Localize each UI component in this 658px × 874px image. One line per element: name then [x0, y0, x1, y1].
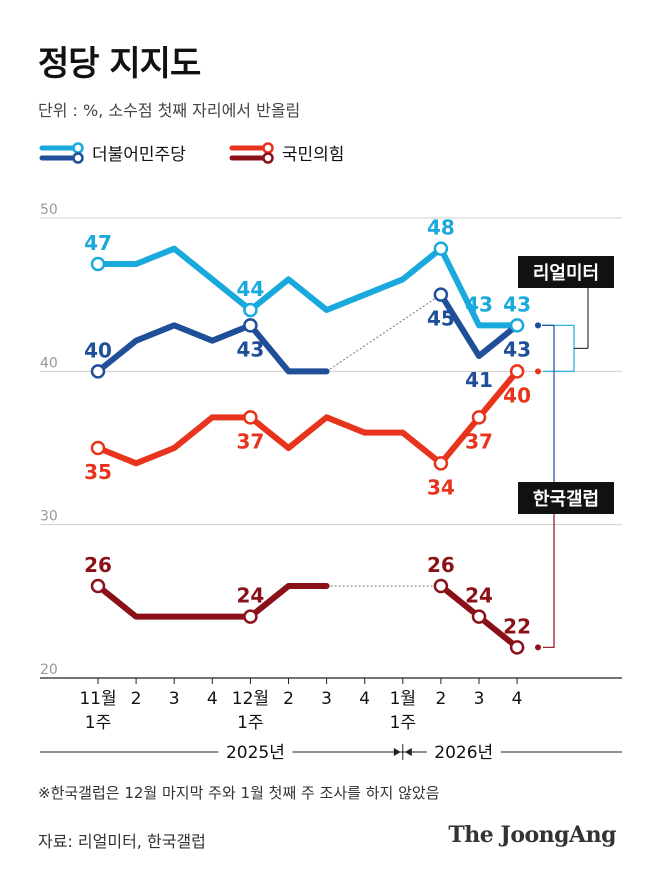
series-line — [95, 583, 330, 620]
data-point — [90, 364, 106, 379]
data-point — [433, 578, 449, 594]
y-tick-label: 20 — [40, 662, 58, 678]
year-label: 2026년 — [434, 743, 493, 763]
series-line — [437, 291, 521, 359]
data-point — [433, 241, 449, 256]
legend-item-dem: 더불어민주당 — [38, 140, 186, 165]
data-point — [243, 302, 258, 318]
x-tick-label: 2 — [283, 689, 294, 709]
x-tick-label: 3 — [474, 689, 485, 709]
data-label: 45 — [427, 307, 455, 331]
data-label: 37 — [236, 429, 264, 453]
footnote: ※한국갤럽은 12월 마지막 주와 1월 첫째 주 조사를 하지 않았음 — [38, 784, 440, 802]
data-label: 40 — [84, 338, 112, 362]
data-label: 40 — [503, 383, 531, 407]
pollster-label: 리얼미터 — [533, 263, 599, 284]
x-tick-label: 3 — [169, 689, 180, 709]
x-tick-sublabel: 1주 — [390, 713, 416, 733]
data-point — [90, 256, 106, 272]
legend-swatch-dem — [39, 141, 84, 164]
x-tick-label: 12월 — [232, 689, 269, 709]
data-label: 24 — [236, 584, 264, 608]
legend-label-ppp: 국민의힘 — [281, 145, 345, 165]
year-arrow-left — [393, 748, 401, 756]
x-tick-label: 4 — [512, 689, 523, 709]
data-label: 22 — [503, 614, 531, 638]
legend-swatch-ppp — [229, 141, 274, 164]
end-dot — [535, 368, 541, 375]
data-label: 41 — [465, 368, 493, 392]
data-label: 26 — [84, 553, 112, 577]
pollster-bracket — [543, 324, 575, 372]
dotted-gap-line — [326, 294, 442, 372]
data-point — [471, 410, 487, 425]
brand-logo: The JoongAng — [448, 822, 616, 848]
legend-item-ppp: 국민의힘 — [228, 140, 345, 165]
x-tick-label: 11월 — [79, 689, 116, 709]
legend: 더불어민주당 국민의힘 — [38, 140, 386, 165]
unit-note: 단위 : %, 소수점 첫째 자리에서 반올림 — [38, 101, 301, 120]
x-tick-label: 1월 — [390, 689, 416, 709]
x-tick-label: 2 — [131, 689, 142, 709]
data-label: 43 — [503, 292, 531, 316]
year-arrow-right — [404, 748, 412, 756]
data-point — [433, 456, 449, 471]
data-label: 24 — [465, 584, 493, 608]
data-point — [471, 609, 487, 624]
data-label: 34 — [427, 475, 455, 499]
pollster-label-box — [518, 256, 614, 288]
data-point — [509, 364, 525, 379]
series-line — [95, 368, 521, 467]
pollster-bracket — [543, 512, 555, 648]
source-note: 자료: 리얼미터, 한국갤럽 — [38, 832, 206, 851]
end-dot — [535, 644, 541, 651]
series-line — [95, 245, 521, 329]
y-tick-label: 40 — [40, 355, 58, 371]
x-tick-label: 2 — [435, 689, 446, 709]
data-label: 43 — [503, 337, 531, 361]
data-label: 35 — [84, 460, 112, 484]
pollster-label-box — [518, 482, 614, 514]
y-tick-label: 30 — [40, 509, 58, 525]
x-tick-label: 3 — [321, 689, 332, 709]
data-point — [243, 318, 258, 333]
y-tick-label: 50 — [40, 202, 58, 218]
year-label-bg — [218, 740, 293, 764]
data-label: 43 — [465, 292, 493, 316]
data-point — [90, 440, 106, 456]
data-label: 43 — [236, 337, 264, 361]
data-label: 48 — [427, 216, 455, 240]
x-tick-sublabel: 1주 — [85, 713, 111, 733]
data-point — [509, 318, 525, 333]
series-line — [95, 322, 330, 375]
data-point — [243, 609, 258, 624]
legend-label-dem: 더불어민주당 — [92, 145, 186, 165]
data-label: 26 — [427, 553, 455, 577]
data-label: 47 — [84, 231, 112, 255]
data-point — [90, 578, 106, 594]
x-tick-label: 4 — [359, 689, 370, 709]
pollster-label: 한국갤럽 — [533, 489, 599, 510]
x-tick-sublabel: 1주 — [237, 713, 263, 733]
year-label: 2025년 — [226, 743, 285, 763]
x-tick-label: 4 — [207, 689, 218, 709]
data-point — [243, 410, 258, 425]
year-label-bg — [426, 740, 501, 764]
data-label: 37 — [465, 429, 493, 453]
end-dot — [535, 322, 541, 329]
data-label: 44 — [236, 277, 264, 301]
chart-title: 정당 지지도 — [38, 44, 201, 84]
data-point — [509, 640, 525, 655]
data-point — [433, 287, 449, 302]
